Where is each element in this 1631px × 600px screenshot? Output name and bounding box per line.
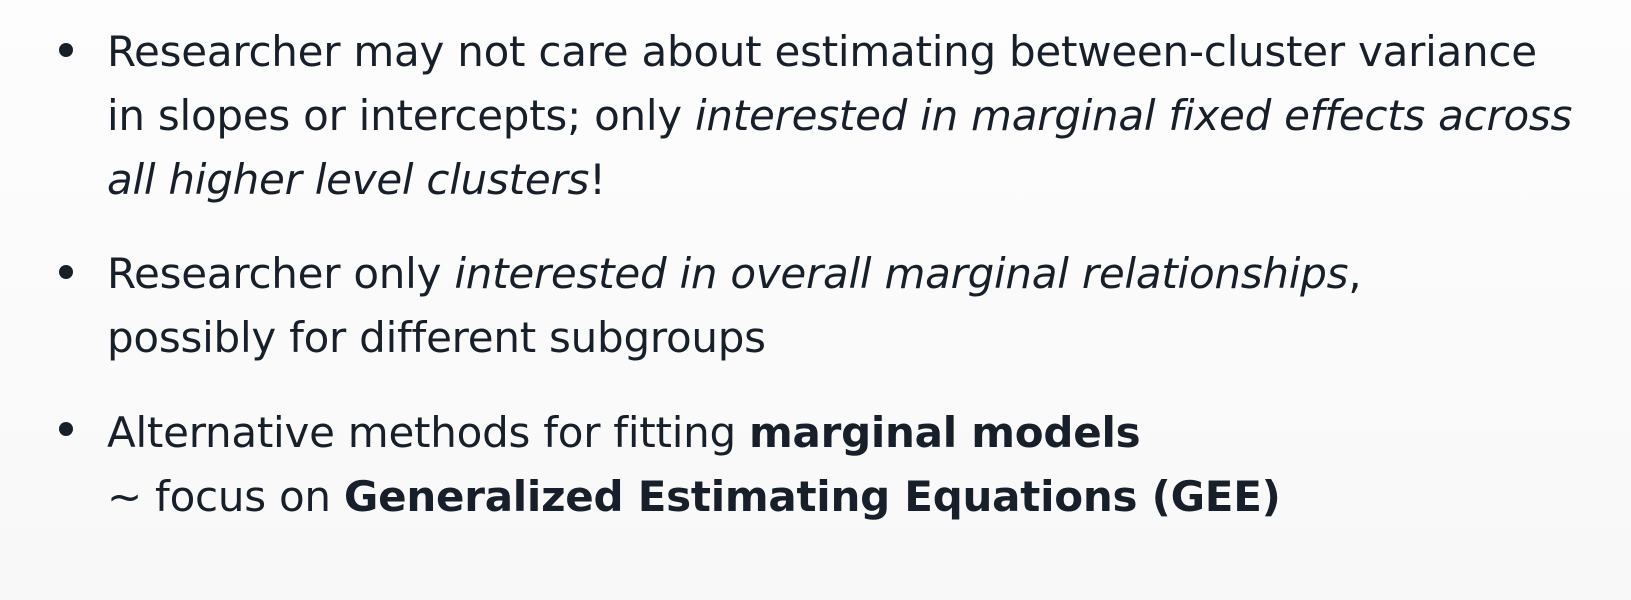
bullet-text: !	[589, 155, 606, 204]
bullet-line: all higher level clusters!	[107, 148, 606, 212]
bullet-text: possibly for different subgroups	[107, 313, 766, 362]
bullet-line: Researcher only interested in overall ma…	[107, 242, 1362, 306]
bullet-point-icon	[59, 43, 73, 57]
emphasis-text: interested in marginal fixed effects acr…	[695, 91, 1573, 140]
bullet-text: in slopes or intercepts; only	[107, 91, 696, 140]
emphasis-text: interested in overall marginal relations…	[454, 249, 1349, 298]
bullet-line: in slopes or intercepts; only interested…	[107, 84, 1572, 148]
bullet-text: Researcher only	[107, 249, 455, 298]
bullet-line: ~ focus on Generalized Estimating Equati…	[107, 465, 1281, 529]
bullet-text: ~ focus on	[107, 472, 344, 521]
bullet-point-icon	[59, 422, 73, 436]
bold-text: Generalized Estimating Equations (GEE)	[343, 472, 1281, 521]
bold-text: marginal models	[749, 408, 1141, 457]
bullet-line: Alternative methods for fitting marginal…	[107, 401, 1141, 465]
bullet-text: ,	[1348, 249, 1362, 298]
bullet-line: possibly for different subgroups	[107, 306, 766, 370]
bullet-point-icon	[59, 265, 73, 279]
emphasis-text: all higher level clusters	[107, 155, 590, 204]
bullet-text: Researcher may not care about estimating…	[107, 27, 1537, 76]
bullet-text: Alternative methods for fitting	[107, 408, 749, 457]
bullet-line: Researcher may not care about estimating…	[107, 20, 1537, 84]
